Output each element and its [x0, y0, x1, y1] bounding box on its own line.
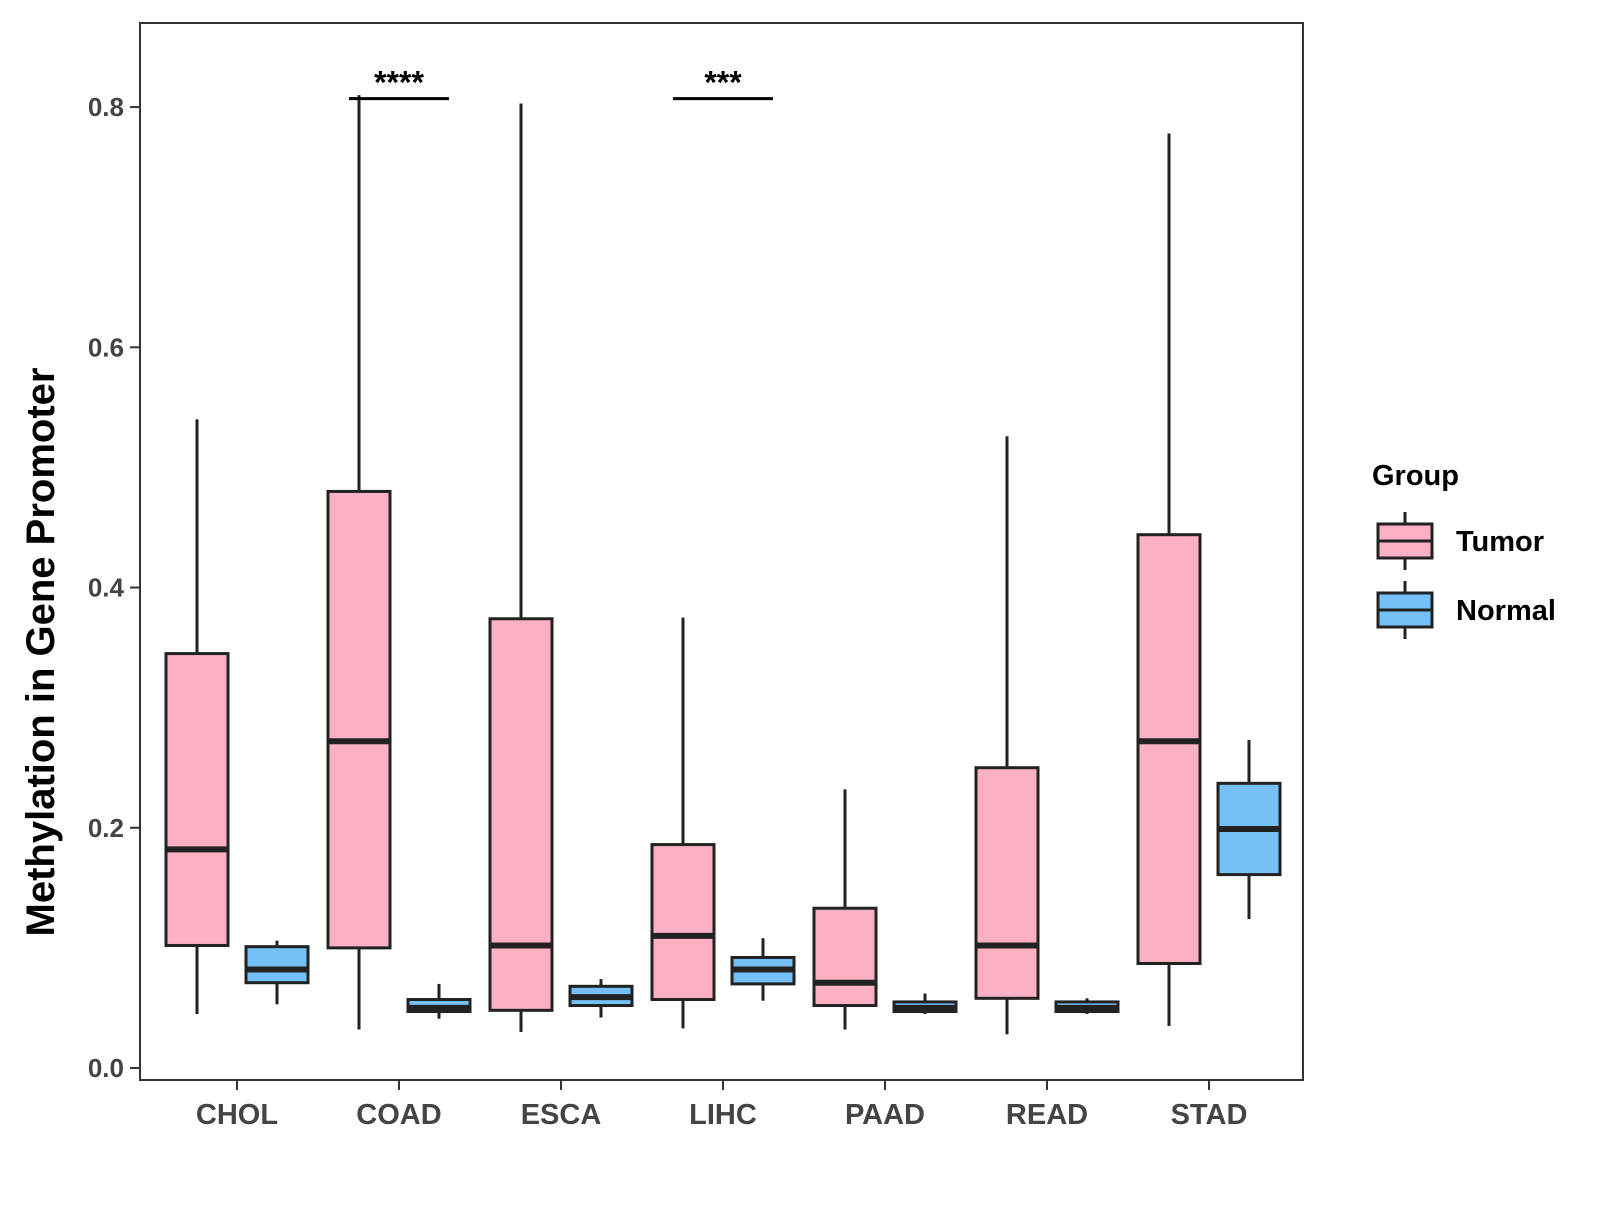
x-tick-label-lihc: LIHC	[689, 1099, 757, 1131]
x-tick-label-stad: STAD	[1171, 1099, 1248, 1131]
iqr-box	[1136, 533, 1202, 965]
box-tumor-paad	[812, 789, 878, 1030]
iqr-box	[650, 843, 716, 1002]
y-tick-label: 0.6	[88, 332, 124, 362]
x-tick-label-read: READ	[1006, 1099, 1088, 1131]
significance-label-coad: ****	[374, 65, 424, 101]
box-tumor-stad	[1136, 133, 1202, 1026]
plot-panel-border	[139, 22, 1304, 1081]
y-tick-label: 0.2	[88, 813, 124, 843]
x-tick-label-esca: ESCA	[521, 1099, 602, 1131]
box-normal-lihc	[730, 938, 796, 1001]
iqr-box	[974, 766, 1040, 1000]
y-tick-label: 0.4	[88, 573, 125, 603]
y-tick-label: 0.8	[88, 92, 124, 122]
y-axis-title: Methylation in Gene Promoter	[19, 368, 63, 937]
iqr-box	[164, 652, 230, 947]
significance-annotations: **** ***	[349, 65, 773, 101]
iqr-box	[244, 945, 310, 985]
x-tick-label-chol: CHOL	[196, 1099, 278, 1131]
box-normal-esca	[568, 979, 634, 1018]
y-tick-label: 0.0	[88, 1053, 124, 1083]
box-tumor-esca	[488, 103, 554, 1032]
legend-label-normal: Normal	[1456, 595, 1556, 627]
box-normal-paad	[892, 993, 958, 1014]
iqr-box	[326, 489, 392, 950]
box-tumor-chol	[164, 419, 230, 1014]
legend-label-tumor: Tumor	[1456, 526, 1544, 558]
legend: Group Tumor Normal	[1372, 460, 1556, 639]
box-normal-read	[1054, 998, 1120, 1014]
x-tick-label-coad: COAD	[356, 1099, 441, 1131]
box-normal-chol	[244, 940, 310, 1005]
box-normal-stad	[1216, 740, 1282, 920]
box-tumor-read	[974, 436, 1040, 1035]
significance-label-lihc: ***	[704, 65, 742, 101]
box-normal-coad	[406, 983, 472, 1019]
x-tick-label-paad: PAAD	[845, 1099, 925, 1131]
legend-key-tumor	[1376, 512, 1434, 570]
y-axis: 0.0 0.2 0.4 0.6 0.8	[88, 92, 140, 1083]
iqr-box	[812, 906, 878, 1008]
boxes-layer	[164, 95, 1282, 1035]
iqr-box	[488, 617, 554, 1012]
legend-key-normal	[1376, 581, 1434, 639]
legend-title: Group	[1372, 460, 1459, 492]
box-tumor-lihc	[650, 617, 716, 1029]
x-axis: CHOL COAD ESCA LIHC PAAD READ STAD	[196, 1080, 1247, 1131]
box-tumor-coad	[326, 95, 392, 1030]
